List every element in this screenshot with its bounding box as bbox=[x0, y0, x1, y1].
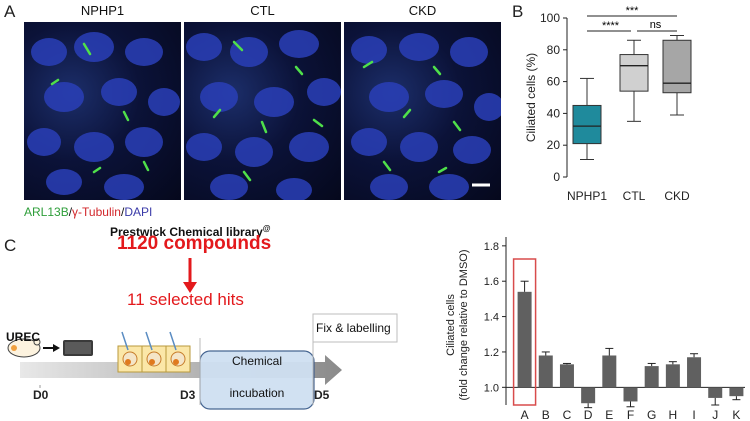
well-plate-icon bbox=[63, 340, 93, 356]
y-tick-label: 1.2 bbox=[484, 347, 499, 359]
selected-hits: 11 selected hits bbox=[127, 290, 244, 309]
x-tick-label: A bbox=[521, 408, 529, 421]
y-axis-label: (fold change relative to DMSO) bbox=[458, 249, 470, 400]
micrograph-nphp1-image bbox=[27, 32, 180, 200]
box-ctl bbox=[619, 54, 649, 92]
box-ckd bbox=[662, 39, 692, 94]
library-name: Prestwick Chemical library@ bbox=[110, 224, 271, 239]
title-ctl: CTL bbox=[250, 3, 275, 18]
compounds-count: 1120 compounds bbox=[117, 233, 272, 254]
stain-arl13b: ARL13B bbox=[24, 205, 69, 219]
panel-b-letter: B bbox=[512, 2, 524, 21]
micrograph-nphp1 bbox=[24, 22, 181, 200]
significance-left: **** bbox=[602, 20, 620, 32]
chemical-label: Chemical bbox=[231, 354, 282, 368]
stain-sep: / bbox=[68, 205, 73, 219]
bar-i bbox=[687, 357, 702, 388]
x-tick-label: NPHP1 bbox=[567, 189, 607, 203]
day-d3: D3 bbox=[180, 388, 196, 402]
y-tick-label: 100 bbox=[540, 11, 560, 25]
y-tick-label: 0 bbox=[553, 170, 560, 184]
x-tick-label: K bbox=[732, 408, 740, 421]
y-axis-label: Ciliated cells bbox=[445, 294, 457, 356]
title-ckd: CKD bbox=[408, 3, 437, 18]
y-tick-label: 1.6 bbox=[484, 276, 499, 288]
day-d0: D0 bbox=[33, 388, 49, 402]
bar-chart: 1.0 1.2 1.4 1.6 1.8 Ciliated cells (fold chang… bbox=[445, 237, 745, 421]
mouse-icon bbox=[7, 338, 41, 358]
bar-j bbox=[708, 387, 723, 398]
library-mark: @ bbox=[262, 224, 271, 233]
x-tick-label: F bbox=[627, 408, 634, 421]
bar-c bbox=[559, 364, 574, 388]
title-nphp1: NPHP1 bbox=[80, 3, 125, 18]
library-label: Prestwick Chemical library bbox=[110, 225, 263, 239]
fix-labelling-box bbox=[312, 313, 398, 343]
box-chart: 0 20 40 60 80 100 Ciliated cells (%) NPHP1 CTL CK… bbox=[524, 5, 692, 203]
y-axis-label: Ciliated cells (%) bbox=[524, 53, 538, 142]
micrograph-ctl bbox=[184, 22, 341, 200]
micrograph-ckd bbox=[344, 22, 501, 200]
y-tick-label: 1.4 bbox=[484, 312, 499, 324]
urec-label: UREC bbox=[6, 330, 41, 344]
panel-c-letter: C bbox=[4, 236, 17, 255]
y-tick-label: 1.8 bbox=[484, 241, 499, 253]
box-nphp1 bbox=[572, 104, 602, 145]
x-tick-label: J bbox=[712, 408, 718, 421]
bar-d bbox=[581, 387, 596, 404]
x-tick-label: B bbox=[542, 408, 550, 421]
x-tick-label: H bbox=[669, 408, 678, 421]
x-tick-label: G bbox=[647, 408, 656, 421]
x-tick-label: D bbox=[584, 408, 593, 421]
x-tick-label: E bbox=[605, 408, 613, 421]
y-tick-label: 80 bbox=[547, 43, 561, 57]
bar-h bbox=[665, 364, 680, 388]
bar-f bbox=[623, 387, 638, 402]
stain-sep: / bbox=[120, 205, 125, 219]
arrow-icon bbox=[43, 344, 60, 352]
fix-labelling-label: Fix & labelling bbox=[316, 321, 391, 335]
x-tick-label: I bbox=[692, 408, 695, 421]
significance-top: *** bbox=[626, 5, 640, 17]
micrograph-ckd-image bbox=[351, 33, 501, 200]
bar-k bbox=[729, 387, 744, 397]
y-tick-label: 40 bbox=[547, 106, 561, 120]
incubation-label: incubation bbox=[229, 386, 285, 400]
bar-g bbox=[644, 366, 659, 388]
stain-dapi: DAPI bbox=[124, 205, 153, 219]
bar-a bbox=[517, 291, 532, 388]
bar-b bbox=[538, 355, 553, 388]
y-tick-label: 60 bbox=[547, 75, 561, 89]
cell-wells-icon bbox=[117, 331, 191, 373]
panel-a-letter: A bbox=[4, 2, 16, 21]
timeline-diagram bbox=[7, 313, 398, 410]
day-d5: D5 bbox=[314, 388, 330, 402]
x-tick-label: C bbox=[563, 408, 572, 421]
y-tick-label: 20 bbox=[547, 138, 561, 152]
selection-arrow bbox=[183, 258, 197, 293]
stain-tubulin: γ-Tubulin bbox=[72, 205, 121, 219]
stain-legend: ARL13B/γ-Tubulin/DAPI bbox=[24, 205, 152, 219]
highlight-box bbox=[512, 258, 537, 406]
micrograph-ctl-image bbox=[186, 30, 341, 200]
bar-e bbox=[602, 355, 617, 388]
x-tick-label: CTL bbox=[623, 189, 646, 203]
x-tick-label: CKD bbox=[664, 189, 690, 203]
significance-right: ns bbox=[650, 19, 662, 31]
y-tick-label: 1.0 bbox=[484, 382, 499, 394]
